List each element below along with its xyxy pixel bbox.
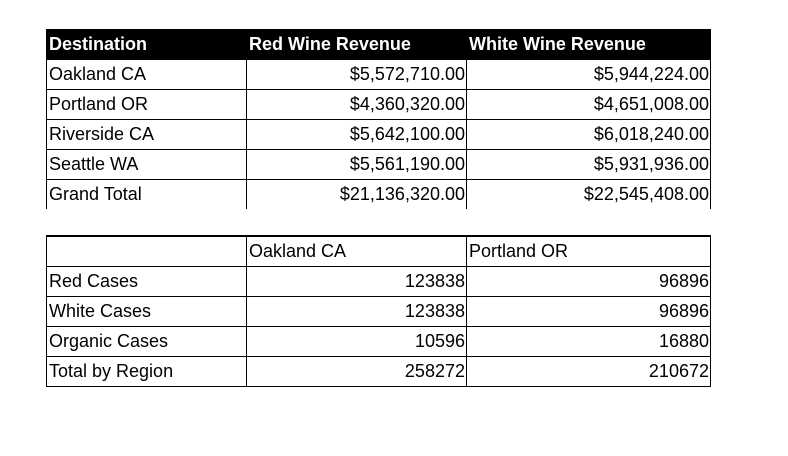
- portland-value-cell: 96896: [466, 265, 711, 297]
- destination-cell: Grand Total: [46, 179, 247, 209]
- row-label-cell: White Cases: [46, 295, 247, 327]
- oakland-total-cell: 258272: [246, 355, 467, 387]
- portland-value-cell: 96896: [466, 295, 711, 327]
- white-revenue-cell: $5,944,224.00: [466, 59, 711, 90]
- table-row: Organic Cases 10596 16880: [46, 325, 711, 357]
- table-row: Seattle WA $5,561,190.00 $5,931,936.00: [46, 149, 711, 180]
- destination-cell: Oakland CA: [46, 59, 247, 90]
- table-row: Riverside CA $5,642,100.00 $6,018,240.00: [46, 119, 711, 150]
- table-row: Oakland CA $5,572,710.00 $5,944,224.00: [46, 59, 711, 90]
- white-revenue-cell: $5,931,936.00: [466, 149, 711, 180]
- red-revenue-cell: $5,561,190.00: [246, 149, 467, 180]
- oakland-value-cell: 123838: [246, 295, 467, 327]
- red-revenue-cell: $5,572,710.00: [246, 59, 467, 90]
- red-revenue-total-cell: $21,136,320.00: [246, 179, 467, 209]
- destination-cell: Riverside CA: [46, 119, 247, 150]
- destination-cell: Portland OR: [46, 89, 247, 120]
- oakland-value-cell: 10596: [246, 325, 467, 357]
- header-destination: Destination: [46, 29, 247, 60]
- cases-header-row: Oakland CA Portland OR: [46, 235, 711, 267]
- red-revenue-cell: $4,360,320.00: [246, 89, 467, 120]
- white-revenue-total-cell: $22,545,408.00: [466, 179, 711, 209]
- table-row: Portland OR $4,360,320.00 $4,651,008.00: [46, 89, 711, 120]
- total-by-region-row: Total by Region 258272 210672: [46, 355, 711, 387]
- header-red-wine-revenue: Red Wine Revenue: [246, 29, 467, 60]
- red-revenue-cell: $5,642,100.00: [246, 119, 467, 150]
- header-portland: Portland OR: [466, 235, 711, 267]
- portland-value-cell: 16880: [466, 325, 711, 357]
- white-revenue-cell: $4,651,008.00: [466, 89, 711, 120]
- row-label-cell: Total by Region: [46, 355, 247, 387]
- row-label-cell: Red Cases: [46, 265, 247, 297]
- white-revenue-cell: $6,018,240.00: [466, 119, 711, 150]
- oakland-value-cell: 123838: [246, 265, 467, 297]
- header-white-wine-revenue: White Wine Revenue: [466, 29, 711, 60]
- table-row: Red Cases 123838 96896: [46, 265, 711, 297]
- grand-total-row: Grand Total $21,136,320.00 $22,545,408.0…: [46, 179, 711, 209]
- destination-cell: Seattle WA: [46, 149, 247, 180]
- row-label-cell: Organic Cases: [46, 325, 247, 357]
- revenue-table: Destination Red Wine Revenue White Wine …: [46, 29, 711, 209]
- header-oakland: Oakland CA: [246, 235, 467, 267]
- portland-total-cell: 210672: [466, 355, 711, 387]
- header-empty-cell: [46, 235, 247, 267]
- revenue-header-row: Destination Red Wine Revenue White Wine …: [46, 29, 711, 60]
- cases-table: Oakland CA Portland OR Red Cases 123838 …: [46, 235, 711, 387]
- table-row: White Cases 123838 96896: [46, 295, 711, 327]
